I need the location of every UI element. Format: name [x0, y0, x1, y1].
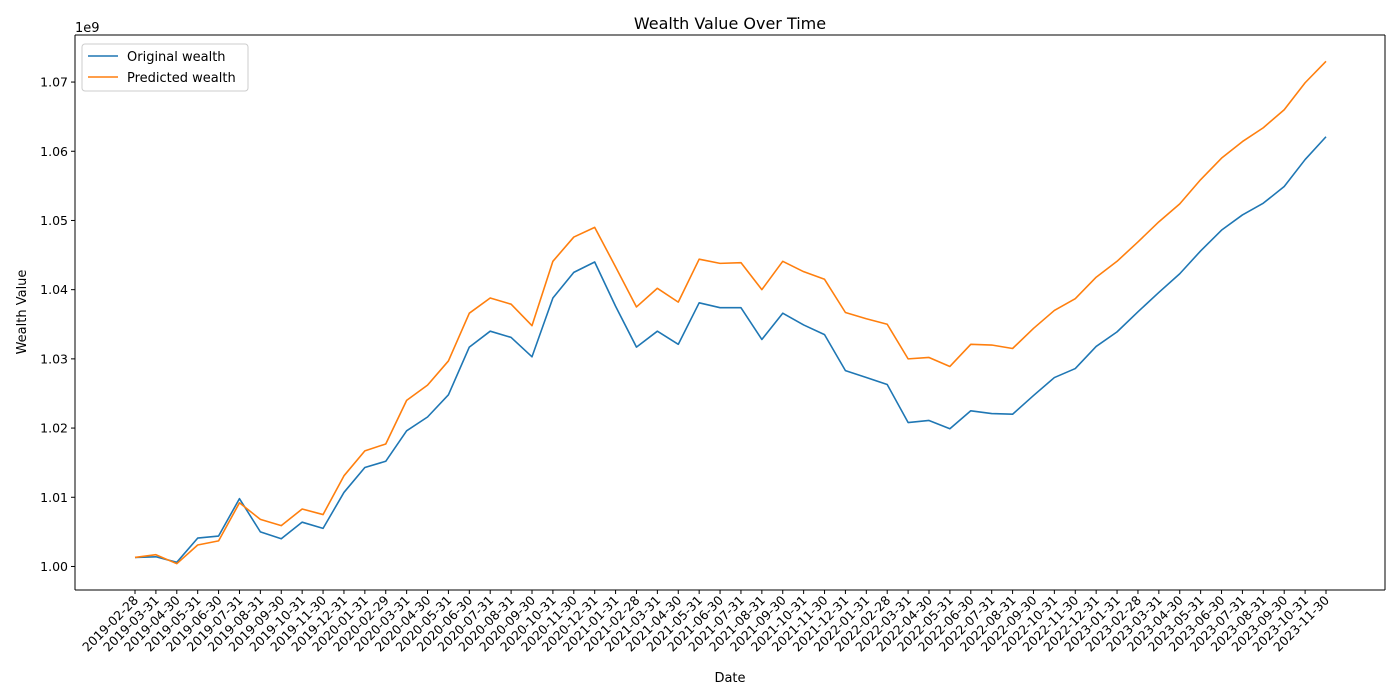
y-ticks: 1.00 1.01 1.02 1.03 1.04 1.05 1.06 1.07	[40, 75, 75, 574]
series-layer	[134, 60, 1327, 565]
series-line-predicted-wealth	[134, 60, 1327, 565]
y-offset-label: 1e9	[75, 21, 100, 36]
legend: Original wealth Predicted wealth	[81, 43, 249, 92]
y-axis-label: Wealth Value	[15, 270, 30, 355]
chart-title: Wealth Value Over Time	[634, 14, 826, 33]
series-line-original-wealth	[134, 136, 1327, 564]
y-tick-label: 1.02	[40, 421, 68, 436]
y-tick-label: 1.05	[40, 213, 68, 228]
y-tick-label: 1.00	[40, 559, 68, 574]
legend-label-predicted: Predicted wealth	[127, 71, 236, 86]
y-tick-label: 1.07	[40, 75, 68, 90]
x-ticks: 2019-02-282019-03-312019-04-302019-05-31…	[79, 590, 1332, 654]
y-tick-label: 1.04	[40, 282, 68, 297]
axes-layer	[74, 34, 1386, 591]
y-tick-label: 1.03	[40, 351, 68, 366]
legend-label-original: Original wealth	[127, 50, 226, 65]
plot-area	[75, 35, 1385, 590]
y-tick-label: 1.01	[40, 490, 68, 505]
legend-box	[81, 43, 249, 92]
y-tick-label: 1.06	[40, 144, 68, 159]
x-axis-label: Date	[714, 671, 745, 686]
